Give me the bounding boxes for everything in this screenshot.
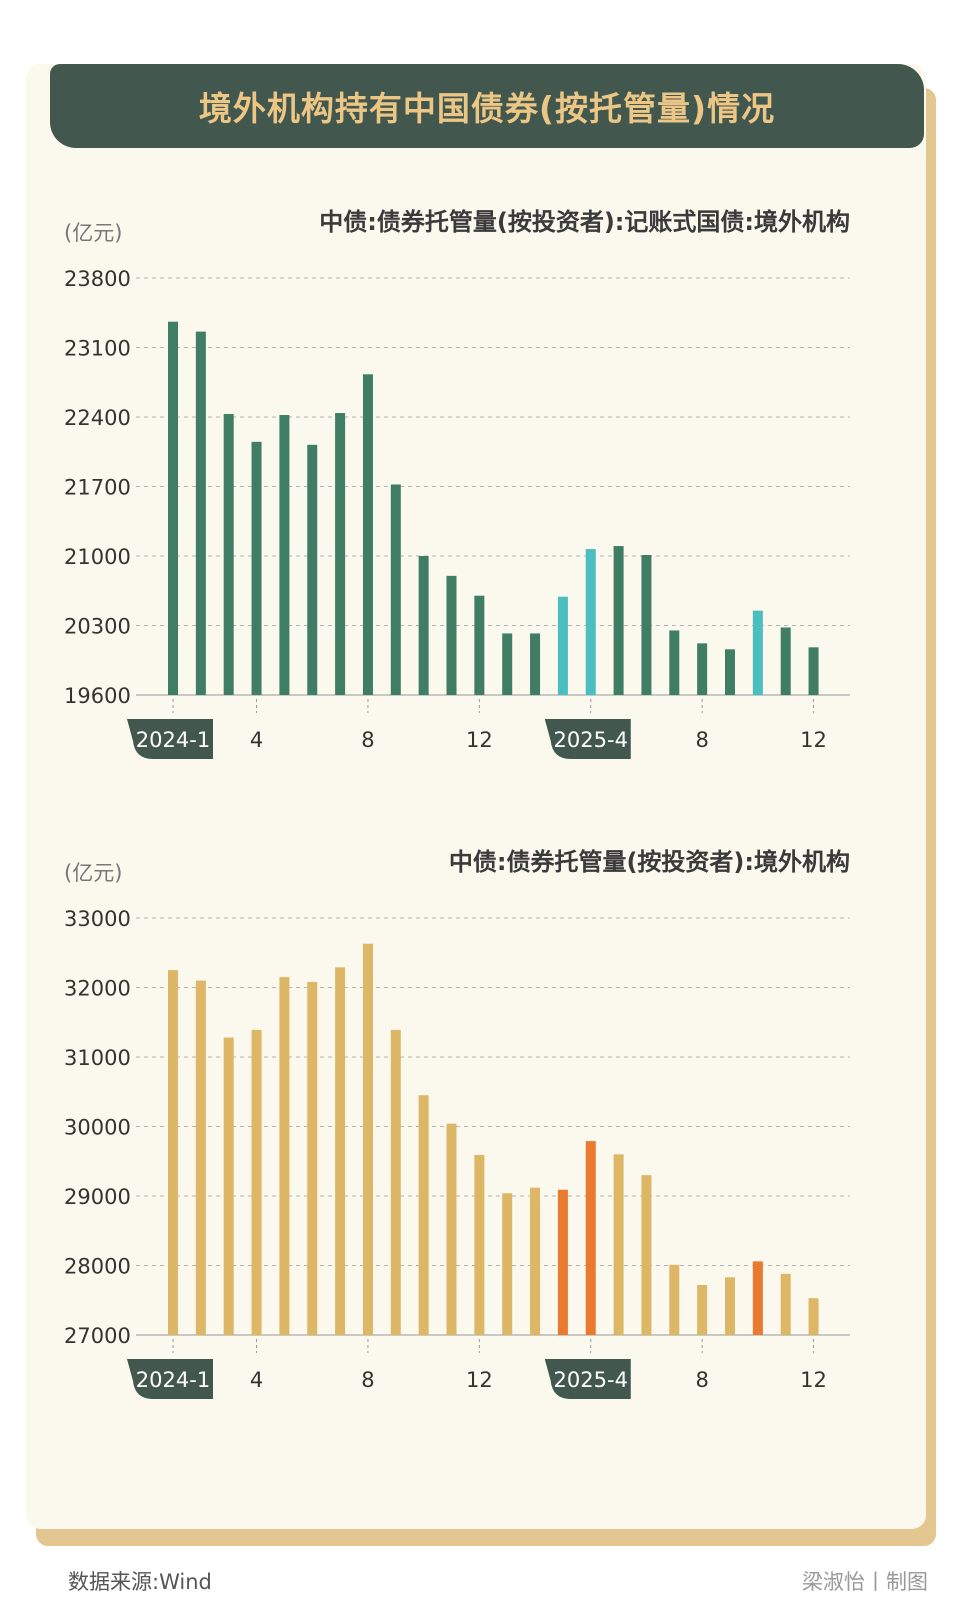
bar-2024-2 [195,331,206,695]
y-tick-label: 32000 [64,977,131,1001]
y-tick-label: 30000 [64,1116,131,1140]
bar-2024-3 [223,414,234,695]
x-tick-label: 8 [361,1368,374,1392]
bar-2024-1 [168,970,178,1335]
x-tag-bg [127,1359,213,1399]
bar-2025-12 [808,647,819,695]
x-tag-bg [127,719,213,759]
bar-2024-8 [362,943,373,1335]
bar-2025-8 [697,643,708,695]
bar-2025-5 [613,546,624,695]
y-unit-label: (亿元) [64,861,122,885]
chart-title: 中债:债券托管量(按投资者):记账式国债:境外机构 [319,208,850,236]
bar-2025-9 [725,649,735,695]
bar-2024-7 [335,413,346,695]
x-tick-label: 4 [250,728,263,752]
x-tick-label: 2025-4 [554,728,628,752]
x-tick-label: 12 [800,728,827,752]
y-tick-label: 23800 [64,267,131,291]
bar-2024-2 [195,980,206,1335]
bar-2024-9 [390,484,401,695]
bar-2025-3 [557,1189,568,1335]
y-tick-label: 20300 [64,615,131,639]
title-banner: 境外机构持有中国债券(按托管量)情况 [50,64,924,148]
x-tick-label: 12 [466,1368,493,1392]
bar-2025-1 [502,1193,513,1335]
bar-2024-11 [446,1123,457,1335]
bar-2025-2 [530,1187,541,1335]
bar-2025-6 [641,555,652,695]
bar-2024-9 [390,1029,401,1335]
x-tick-label: 8 [695,1368,708,1392]
bar-2025-7 [669,630,680,695]
x-tick-label: 2024-1 [136,1368,210,1392]
x-tick-label: 8 [361,728,374,752]
bar-2025-11 [780,627,791,695]
bar-2024-11 [446,575,457,695]
bar-2025-3 [557,596,568,695]
y-tick-label: 21700 [64,476,131,500]
bar-2024-5 [279,977,290,1335]
x-tick-label: 4 [250,1368,263,1392]
bar-2025-2 [530,633,541,695]
y-tick-label: 21000 [64,545,131,569]
y-tick-label: 28000 [64,1255,131,1279]
bar-2024-7 [335,967,346,1335]
bar-2025-1 [502,633,513,695]
x-tick-label: 8 [695,728,708,752]
bar-2025-5 [613,1154,624,1335]
x-tag-bg [544,719,631,759]
bar-2024-3 [223,1037,234,1335]
bar-2025-4 [585,1141,596,1335]
y-tick-label: 22400 [64,406,131,430]
chart-title: 中债:债券托管量(按投资者):境外机构 [449,848,850,876]
bar-2025-6 [641,1175,652,1335]
bar-2025-8 [697,1284,708,1335]
bar-2024-10 [418,1095,429,1335]
y-tick-label: 27000 [64,1324,131,1348]
bar-2025-10 [752,610,763,695]
x-tick-label: 2025-4 [554,1368,628,1392]
bar-2024-6 [307,444,318,695]
chart-credit: 梁淑怡丨制图 [802,1570,928,1594]
bar-2024-4 [251,1029,262,1335]
chart-total-bonds: 中债:债券托管量(按投资者):境外机构 (亿元) 27000 28000 29000 30… [64,848,850,1399]
chart-treasury-bonds: 中债:债券托管量(按投资者):记账式国债:境外机构 (亿元) 19600 20300 2… [64,208,850,759]
data-source: 数据来源:Wind [68,1570,212,1594]
y-tick-label: 29000 [64,1185,131,1209]
bar-2025-7 [669,1264,680,1335]
x-tag-bg [544,1359,631,1399]
x-tick-label: 12 [800,1368,827,1392]
y-tick-label: 33000 [64,907,131,931]
y-unit-label: (亿元) [64,221,122,245]
x-tick-label: 12 [466,728,493,752]
bar-2024-1 [168,321,178,695]
y-tick-label: 19600 [64,684,131,708]
bar-2024-8 [362,374,373,695]
page-title: 境外机构持有中国债券(按托管量)情况 [198,89,776,128]
y-tick-label: 23100 [64,337,131,361]
bar-2024-12 [474,1154,485,1335]
x-tick-label: 2024-1 [136,728,210,752]
bar-2024-12 [474,595,485,695]
bar-2025-10 [752,1261,763,1335]
bar-2025-12 [808,1298,819,1335]
y-tick-label: 31000 [64,1046,131,1070]
bar-2024-5 [279,415,290,695]
bar-2025-9 [725,1277,735,1335]
bar-2024-4 [251,441,262,695]
bar-2025-4 [585,549,596,695]
bar-2025-11 [780,1273,791,1335]
bar-2024-10 [418,556,429,695]
bar-2024-6 [307,981,318,1335]
